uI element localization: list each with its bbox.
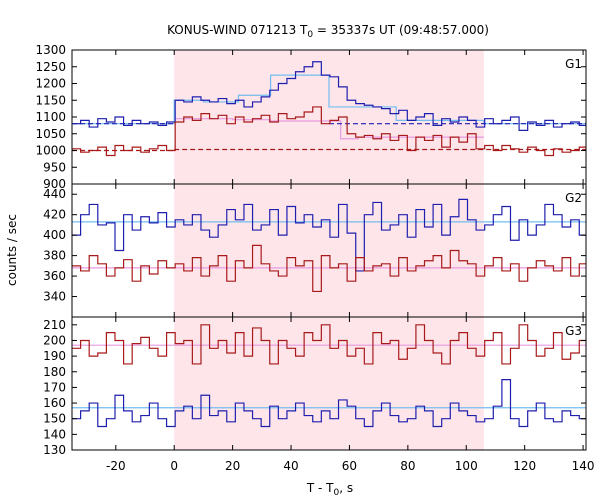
x-axis-label: T - T0, s <box>306 481 353 498</box>
histogram-g2-1 <box>72 244 586 293</box>
panel-g1-plot-area <box>72 61 586 157</box>
y-tick-label: 140 <box>43 427 66 441</box>
y-tick-label: 1150 <box>35 93 66 107</box>
y-tick-label: 160 <box>43 396 66 410</box>
y-tick-label: 420 <box>43 208 66 222</box>
y-tick-label: 380 <box>43 249 66 263</box>
y-tick-label: 200 <box>43 333 66 347</box>
y-tick-label: 170 <box>43 380 66 394</box>
x-tick-label: -20 <box>106 459 126 473</box>
x-tick-label: 0 <box>170 459 178 473</box>
y-tick-label: 190 <box>43 349 66 363</box>
panel-g3-plot-area <box>72 324 586 428</box>
histogram-g3-0 <box>72 324 586 365</box>
histogram-g3-1 <box>72 378 586 428</box>
y-tick-label: 360 <box>43 269 66 283</box>
y-tick-label: 340 <box>43 290 66 304</box>
histogram-g1-1 <box>72 106 586 157</box>
histogram-g2-0 <box>72 198 586 272</box>
x-tick-label: 80 <box>400 459 415 473</box>
y-tick-label: 1050 <box>35 127 66 141</box>
x-tick-label: 40 <box>283 459 298 473</box>
y-tick-label: 210 <box>43 318 66 332</box>
y-tick-label: 1300 <box>35 43 66 57</box>
panel-g2: 340 360 380 400 420 440 G2 <box>43 183 587 318</box>
x-tick-label: 20 <box>225 459 240 473</box>
x-tick-label: 100 <box>455 459 478 473</box>
histogram-g1-0 <box>72 61 586 131</box>
panel-label: G2 <box>565 191 582 205</box>
panel-g2-plot-area <box>72 198 586 293</box>
panel-frame <box>71 316 587 451</box>
y-axis-label: counts / sec <box>5 214 19 286</box>
x-tick-label: 60 <box>342 459 357 473</box>
y-tick-label: 900 <box>43 177 66 191</box>
panel-g1: 900 950 1000 1050 1100 1150 1200 1250 1300 G1 <box>35 43 587 191</box>
y-tick-label: 180 <box>43 365 66 379</box>
panel-label: G3 <box>565 324 582 338</box>
y-tick-label: 1000 <box>35 144 66 158</box>
y-tick-label: 440 <box>43 187 66 201</box>
x-tick-label: 140 <box>572 459 595 473</box>
y-tick-label: 950 <box>43 160 66 174</box>
chart-title: KONUS-WIND 071213 T0 = 35337s UT (09:48:… <box>167 23 489 40</box>
y-tick-label: 1100 <box>35 110 66 124</box>
burst-interval-band <box>174 50 484 450</box>
fit-line-g1-0 <box>72 74 586 125</box>
y-tick-label: 130 <box>43 443 66 457</box>
panel-label: G1 <box>565 57 582 71</box>
x-tick-label: 120 <box>513 459 536 473</box>
y-tick-label: 1200 <box>35 77 66 91</box>
y-tick-label: 400 <box>43 228 66 242</box>
fit-line-g1-1 <box>174 118 484 140</box>
y-tick-label: 1250 <box>35 60 66 74</box>
y-tick-label: 150 <box>43 412 66 426</box>
